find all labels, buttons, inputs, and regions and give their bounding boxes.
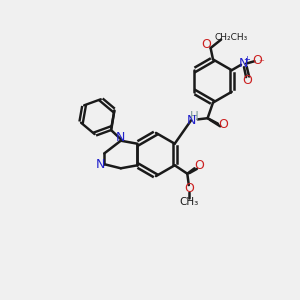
Text: O: O bbox=[194, 159, 204, 172]
Text: H: H bbox=[190, 110, 199, 123]
Text: CH₂CH₃: CH₂CH₃ bbox=[215, 33, 248, 42]
Text: O: O bbox=[218, 118, 228, 131]
Text: O: O bbox=[243, 74, 253, 87]
Text: O: O bbox=[253, 54, 262, 67]
Text: O: O bbox=[201, 38, 211, 52]
Text: N: N bbox=[116, 130, 125, 144]
Text: N: N bbox=[238, 57, 248, 70]
Text: CH₃: CH₃ bbox=[180, 196, 199, 207]
Text: +: + bbox=[243, 55, 250, 64]
Text: ⁻: ⁻ bbox=[258, 58, 264, 68]
Text: O: O bbox=[184, 182, 194, 195]
Text: N: N bbox=[186, 114, 196, 127]
Text: N: N bbox=[96, 158, 105, 171]
